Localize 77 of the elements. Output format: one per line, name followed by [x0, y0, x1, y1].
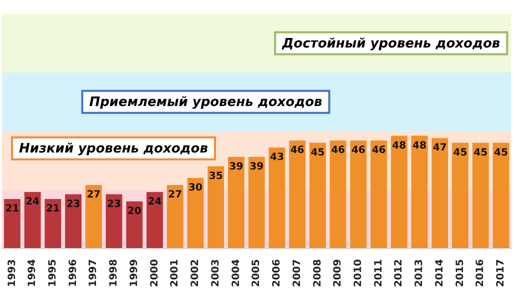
- x-tick-label: 1994: [27, 259, 38, 288]
- bar: [248, 156, 265, 248]
- data-label: 21: [5, 204, 20, 215]
- x-tick-label: 2002: [190, 259, 202, 288]
- bar: [126, 201, 143, 248]
- data-label: 46: [331, 145, 346, 156]
- bar: [187, 178, 204, 248]
- bar: [268, 147, 286, 248]
- bar: [309, 142, 326, 248]
- data-label: 24: [26, 196, 40, 208]
- bar: [228, 156, 244, 248]
- x-tick-label: 2007: [292, 259, 303, 288]
- x-tick-label: 2017: [496, 259, 507, 288]
- bar: [44, 198, 62, 248]
- data-label: 47: [432, 142, 447, 154]
- bar: [432, 138, 448, 248]
- data-label: 27: [86, 190, 101, 201]
- x-tick-label: 1993: [6, 259, 18, 288]
- bar: [472, 142, 489, 248]
- data-label: 21: [46, 204, 60, 215]
- x-tick-label: 2001: [170, 259, 181, 288]
- bar: [85, 184, 102, 248]
- x-tick-label: 1996: [68, 259, 79, 288]
- bar: [390, 136, 408, 248]
- bar: [4, 198, 20, 248]
- bar: [146, 192, 163, 248]
- bar: [289, 140, 306, 248]
- bar: [24, 192, 41, 248]
- band-label: Достойный уровень доходов: [281, 36, 500, 52]
- data-label: 24: [148, 196, 162, 208]
- bar: [492, 142, 510, 248]
- bar: [411, 136, 428, 248]
- x-tick-label: 2014: [434, 259, 446, 288]
- data-label: 35: [208, 170, 223, 182]
- bar: [330, 140, 346, 248]
- data-label: 46: [290, 145, 304, 156]
- data-label: 45: [494, 147, 508, 158]
- band-label: Низкий уровень доходов: [18, 142, 208, 157]
- x-tick-label: 2016: [475, 259, 486, 288]
- data-label: 45: [453, 147, 468, 158]
- x-tick-label: 1999: [128, 259, 140, 288]
- bar: [370, 140, 387, 248]
- bar: [208, 166, 224, 248]
- data-label: 48: [412, 140, 426, 152]
- x-tick-label: 2006: [272, 259, 283, 288]
- data-label: 39: [229, 161, 244, 172]
- data-label: 23: [66, 198, 80, 210]
- x-tick-label: 2008: [312, 259, 324, 288]
- x-tick-label: 1995: [48, 259, 59, 288]
- x-tick-label: 2013: [414, 259, 426, 288]
- x-tick-label: 2000: [149, 259, 160, 288]
- x-tick-label: 2015: [454, 259, 466, 288]
- data-label: 39: [250, 161, 264, 172]
- data-label: 27: [168, 190, 182, 201]
- data-label: 30: [188, 182, 202, 194]
- x-tick-label: 2011: [373, 259, 384, 288]
- x-tick-label: 2009: [332, 259, 344, 288]
- data-label: 45: [310, 147, 325, 158]
- bar: [166, 184, 184, 248]
- x-tick-label: 1997: [88, 259, 100, 288]
- data-label: 46: [372, 145, 386, 156]
- x-tick-label: 2005: [251, 259, 262, 288]
- x-tick-label: 2004: [230, 259, 242, 288]
- data-label: 20: [127, 206, 142, 217]
- x-tick-label: 2003: [210, 259, 222, 288]
- bar: [65, 194, 82, 248]
- data-label: 43: [270, 152, 284, 164]
- x-tick-label: 1998: [108, 259, 120, 288]
- x-tick-label: 2010: [352, 259, 364, 288]
- x-tick-label: 2012: [394, 259, 405, 288]
- bar: [452, 142, 468, 248]
- bar: [350, 140, 367, 248]
- data-label: 46: [351, 145, 366, 156]
- data-label: 23: [107, 198, 122, 210]
- data-label: 45: [474, 147, 488, 158]
- band-label: Приемлемый уровень доходов: [89, 95, 322, 110]
- data-label: 48: [392, 140, 406, 152]
